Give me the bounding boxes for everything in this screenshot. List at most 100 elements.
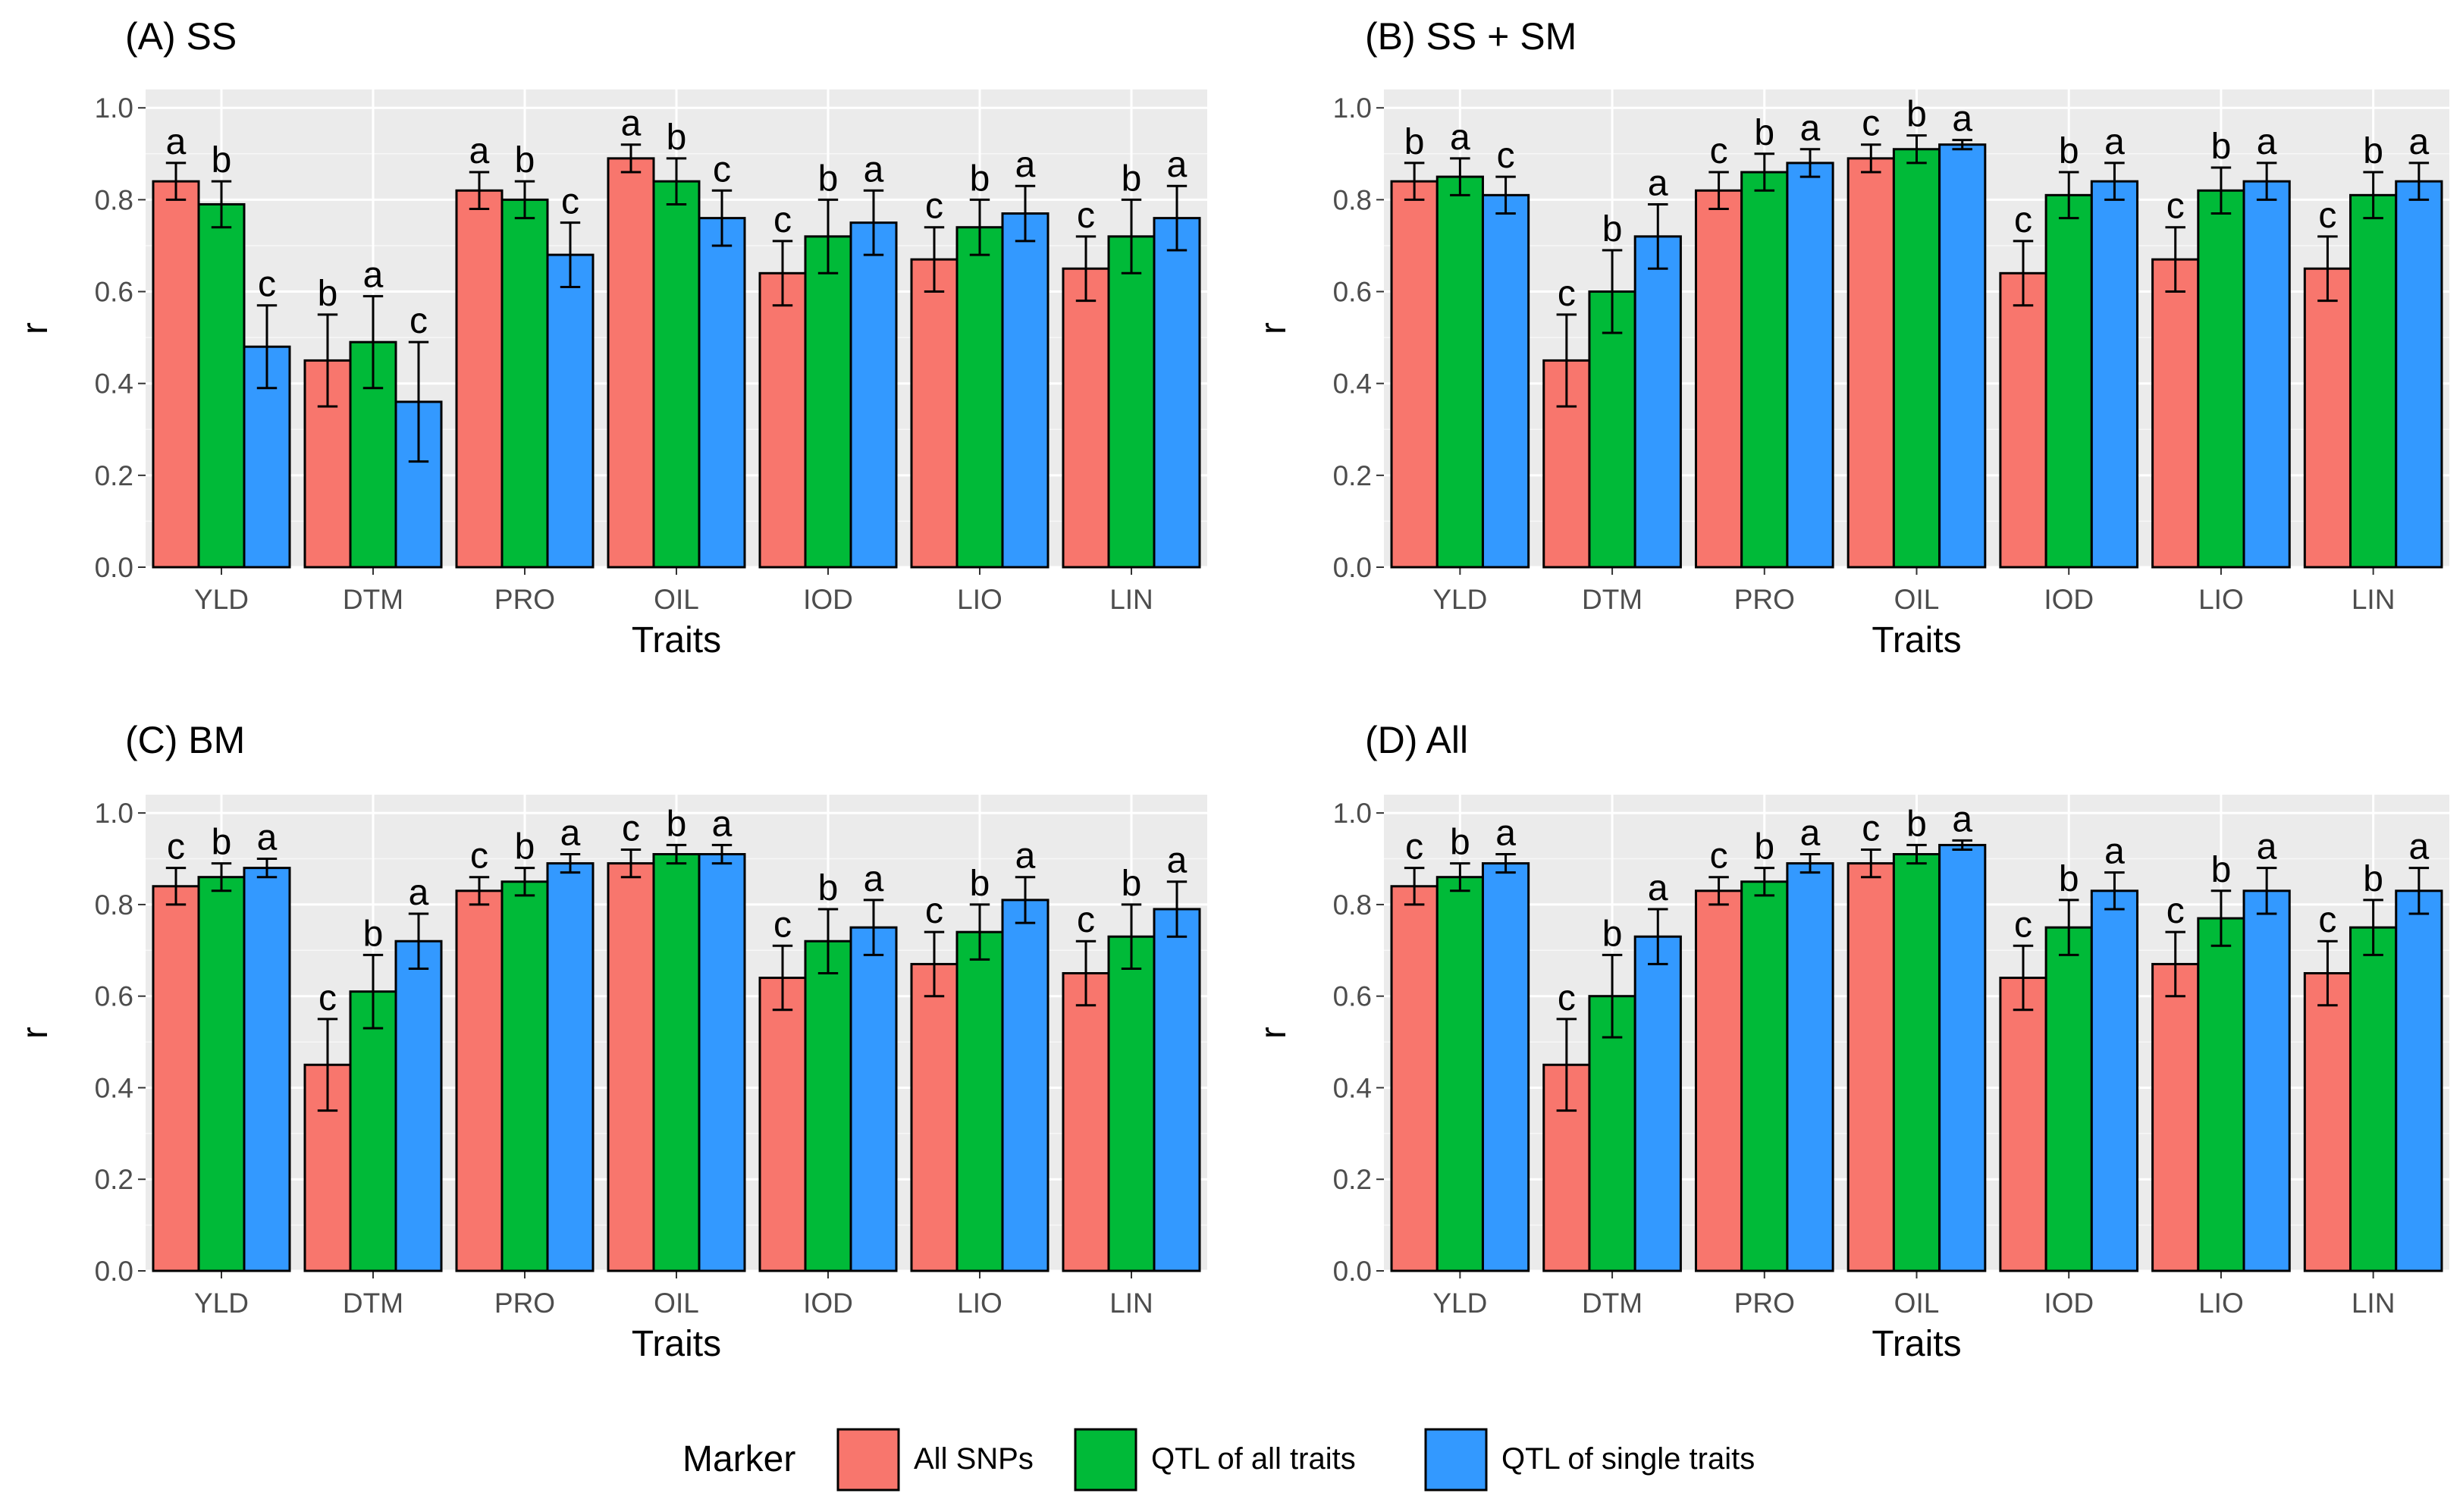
y-tick-label: 0.2 [95, 1164, 133, 1195]
bar [652, 853, 701, 1272]
bar [698, 853, 746, 1272]
significance-label: c [1405, 827, 1423, 867]
bar [1740, 171, 1789, 569]
significance-label: a [2409, 122, 2430, 162]
bar [1740, 880, 1789, 1272]
bar [1633, 935, 1682, 1272]
panel-title: (A) SS [125, 15, 237, 58]
significance-label: c [2318, 196, 2336, 236]
y-tick-label: 0.4 [1333, 1072, 1372, 1103]
legend-swatch [1424, 1428, 1488, 1492]
x-tick-label: PRO [1734, 1288, 1795, 1319]
significance-label: c [1862, 808, 1880, 849]
y-axis-title: r [1253, 322, 1294, 334]
y-axis-title: r [15, 322, 55, 334]
bar [607, 862, 655, 1272]
x-tick-label: LIN [2352, 1288, 2396, 1319]
significance-label: b [2059, 859, 2079, 899]
x-tick-label: LIO [2198, 584, 2244, 615]
legend-label: All SNPs [914, 1442, 1034, 1476]
x-axis-title: Traits [632, 620, 721, 660]
bar [804, 940, 852, 1272]
bar [2242, 889, 2291, 1272]
significance-label: a [409, 873, 429, 913]
significance-label: a [1800, 814, 1821, 854]
x-tick-label: OIL [1894, 584, 1940, 615]
x-tick-label: DTM [1582, 584, 1643, 615]
x-axis-title: Traits [632, 1324, 721, 1364]
y-tick-label: 0.2 [1333, 1164, 1372, 1195]
y-tick-label: 1.0 [1333, 93, 1372, 124]
y-tick-label: 0.0 [1333, 552, 1372, 583]
significance-label: b [667, 804, 687, 844]
bar [849, 221, 898, 569]
significance-label: c [773, 200, 792, 240]
x-tick-label: DTM [343, 584, 403, 615]
y-tick-label: 0.2 [1333, 460, 1372, 491]
bar [1694, 889, 1743, 1272]
chart-panel-1: 0.0 0.2 0.4 0.6 0.8 1.0 YLD DTM PRO OIL IOD LIO LIN a… [15, 15, 1207, 660]
significance-label: c [2318, 900, 2336, 940]
significance-label: b [970, 864, 990, 904]
x-tick-label: IOD [803, 584, 853, 615]
bar [349, 990, 397, 1272]
bar [1481, 193, 1530, 569]
y-tick-label: 1.0 [95, 798, 133, 829]
y-tick-label: 0.4 [95, 1072, 133, 1103]
significance-label: b [1906, 804, 1927, 844]
significance-label: a [1800, 108, 1821, 149]
bar [2151, 258, 2200, 569]
significance-label: c [318, 978, 337, 1018]
significance-label: c [622, 808, 640, 849]
bar [1062, 267, 1110, 569]
bar [455, 889, 504, 1272]
legend-item: QTL of all traits [1074, 1428, 1356, 1492]
significance-label: c [258, 265, 276, 305]
bar [2349, 193, 2398, 569]
chart-panel-4: 0.0 0.2 0.4 0.6 0.8 1.0 YLD DTM PRO OIL IOD LIO LIN c… [1253, 719, 2449, 1364]
bar [849, 926, 898, 1272]
bar [955, 226, 1004, 569]
significance-label: b [363, 914, 384, 954]
legend-swatch [836, 1428, 900, 1492]
bar [197, 876, 246, 1272]
bar [455, 189, 504, 569]
panel-title: (C) BM [125, 719, 245, 761]
x-tick-label: PRO [494, 584, 555, 615]
x-tick-label: PRO [494, 1288, 555, 1319]
significance-label: a [1167, 841, 1188, 881]
significance-label: b [970, 158, 990, 199]
significance-label: a [2257, 122, 2277, 162]
significance-label: a [166, 122, 187, 162]
y-tick-label: 0.6 [1333, 981, 1372, 1012]
bar [243, 867, 291, 1272]
x-tick-label: OIL [654, 584, 699, 615]
bar [1107, 235, 1156, 569]
significance-label: a [1015, 836, 1036, 877]
bar [2303, 972, 2352, 1272]
y-tick-label: 0.6 [95, 981, 133, 1012]
legend-title: Marker [682, 1439, 795, 1479]
significance-label: b [212, 823, 232, 863]
significance-label: a [712, 804, 733, 844]
significance-label: b [1404, 122, 1425, 162]
bar [1153, 908, 1201, 1272]
significance-label: c [773, 905, 792, 945]
y-tick-label: 0.6 [95, 277, 133, 308]
y-tick-label: 1.0 [95, 93, 133, 124]
bar [546, 862, 595, 1272]
bar [1694, 189, 1743, 569]
significance-label: c [1710, 131, 1728, 171]
significance-label: a [363, 256, 384, 296]
significance-label: c [1862, 104, 1880, 144]
bar [500, 198, 549, 569]
y-axis-title: r [15, 1027, 55, 1039]
bar [1846, 157, 1895, 569]
bar [1001, 899, 1050, 1272]
bar [2044, 926, 2093, 1272]
bar [197, 202, 246, 569]
significance-label: b [1450, 823, 1470, 863]
bar [955, 930, 1004, 1272]
legend-label: QTL of single traits [1501, 1442, 1755, 1476]
